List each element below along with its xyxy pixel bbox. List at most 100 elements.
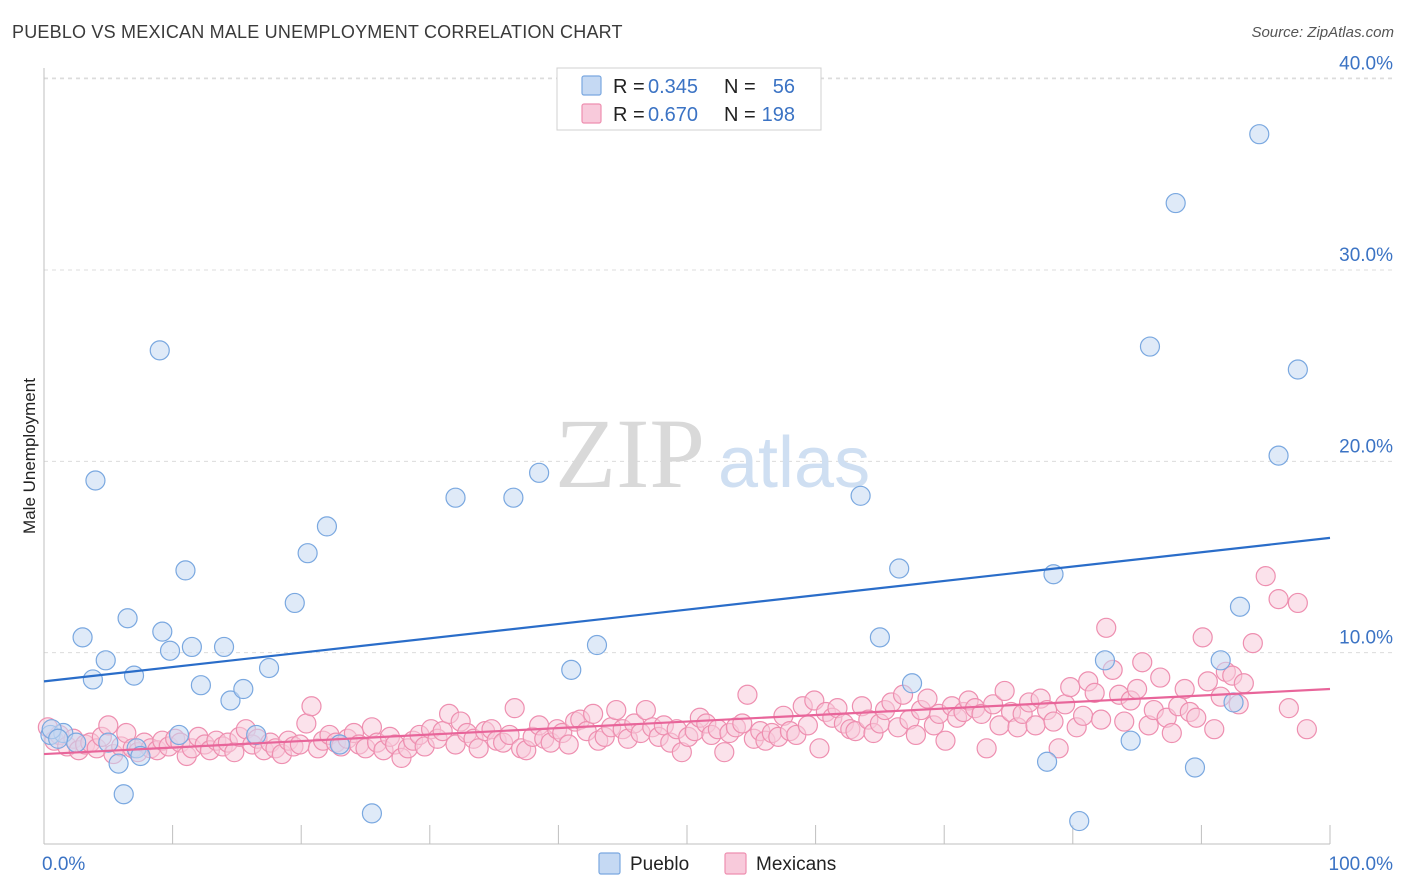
- mexicans-point-158: [982, 694, 1004, 715]
- pueblo-point-19: [181, 636, 202, 658]
- mexicans-point-205: [1287, 592, 1308, 614]
- mexicans-point-171: [1060, 677, 1081, 698]
- mexicans-point-206: [1296, 719, 1317, 740]
- pueblo-point-42: [1069, 810, 1090, 832]
- pueblo-point-21: [213, 636, 235, 658]
- pueblo-point-10: [117, 608, 138, 629]
- pueblo-point-30: [361, 803, 383, 824]
- pueblo-point-39: [901, 673, 923, 694]
- mexicans-point-91: [583, 703, 604, 724]
- pueblo-point-46: [1165, 192, 1186, 214]
- pueblo-point-16: [159, 640, 181, 661]
- mexicans-point-175: [1084, 682, 1105, 703]
- mexicans-point-127: [797, 715, 818, 736]
- mexicans-point-182: [1126, 678, 1148, 700]
- mexicans-trend-line: [43, 687, 1331, 756]
- x-tick-label-max: 100.0%: [1329, 854, 1394, 875]
- gridlines: [44, 77, 1393, 654]
- mexicans-point-169: [1048, 738, 1069, 759]
- pueblo-point-41: [1036, 751, 1058, 772]
- y-tick-label-30: 30.0%: [1339, 245, 1393, 266]
- mexicans-point-195: [1204, 719, 1225, 740]
- y-tick-labels: 10.0% 20.0% 30.0% 40.0%: [1339, 54, 1393, 649]
- pueblo-point-35: [586, 634, 608, 656]
- mexicans-point-188: [1161, 722, 1182, 744]
- pueblo-point-23: [233, 678, 254, 700]
- mexicans-point-176: [1090, 709, 1112, 730]
- bottom-legend-swatch-pueblo: [598, 852, 621, 875]
- mexicans-point-202: [1255, 566, 1276, 587]
- pueblo-point-4: [82, 669, 103, 690]
- pueblo-point-38: [889, 558, 910, 579]
- mexicans-point-147: [917, 688, 938, 709]
- pueblo-point-34: [561, 659, 582, 680]
- pueblo-point-22: [220, 690, 241, 711]
- x-tick-label-min: 0.0%: [42, 854, 85, 875]
- pueblo-point-7: [98, 732, 119, 753]
- legend-n-label-mexicans: N =: [724, 104, 756, 126]
- pueblo-point-52: [1268, 445, 1289, 466]
- x-ticks: [43, 825, 1331, 844]
- pueblo-trend-line: [43, 536, 1331, 683]
- legend-swatch-mexicans: [581, 103, 602, 124]
- pueblo-point-13: [130, 745, 151, 767]
- mexicans-point-192: [1186, 707, 1207, 728]
- pueblo-point-51: [1249, 124, 1270, 145]
- pueblo-point-8: [108, 753, 129, 774]
- mexicans-point-194: [1197, 671, 1218, 692]
- pueblo-points: [40, 124, 1308, 832]
- mexicans-point-10: [98, 715, 119, 736]
- pueblo-point-25: [258, 657, 280, 679]
- pueblo-point-17: [168, 724, 190, 746]
- legend-n-value-mexicans: 198: [762, 104, 795, 126]
- mexicans-point-180: [1114, 711, 1135, 732]
- pueblo-point-53: [1287, 359, 1308, 380]
- pueblo-point-27: [297, 543, 318, 564]
- pueblo-point-15: [152, 621, 173, 642]
- pueblo-point-47: [1184, 757, 1206, 778]
- pueblo-point-26: [284, 592, 305, 614]
- mexicans-point-95: [606, 699, 627, 721]
- mexicans-point-43: [296, 713, 317, 734]
- mexicans-point-42: [289, 734, 311, 755]
- pueblo-point-37: [869, 627, 891, 648]
- bottom-legend-label-mexicans: Mexicans: [756, 854, 836, 875]
- pueblo-point-36: [850, 485, 871, 506]
- mexicans-point-160: [994, 680, 1015, 702]
- mexicans-point-87: [558, 734, 579, 755]
- y-tick-label-40: 40.0%: [1339, 54, 1393, 75]
- y-tick-label-20: 20.0%: [1339, 436, 1393, 457]
- pueblo-point-20: [190, 675, 211, 696]
- pueblo-point-28: [316, 516, 338, 537]
- mexicans-point-113: [714, 742, 735, 763]
- mexicans-point-186: [1150, 667, 1171, 688]
- mexicans-point-78: [504, 698, 525, 719]
- pueblo-point-24: [246, 724, 267, 746]
- pueblo-point-50: [1229, 596, 1251, 617]
- legend-n-label-pueblo: N =: [724, 76, 756, 98]
- y-axis-title: Male Unemployment: [20, 378, 39, 534]
- pueblo-point-5: [85, 470, 106, 491]
- legend-n-value-pueblo: 56: [773, 76, 795, 98]
- mexicans-point-201: [1242, 633, 1263, 654]
- mexicans-point-117: [737, 684, 758, 705]
- pueblo-point-45: [1139, 336, 1161, 357]
- mexicans-point-173: [1072, 705, 1094, 726]
- y-tick-label-10: 10.0%: [1339, 628, 1393, 649]
- pueblo-point-9: [113, 784, 134, 805]
- mexicans-point-183: [1132, 652, 1153, 673]
- legend-r-label-pueblo: R =: [613, 76, 645, 98]
- pueblo-point-48: [1210, 650, 1231, 671]
- pueblo-point-32: [503, 487, 524, 508]
- bottom-legend-label-pueblo: Pueblo: [630, 854, 689, 875]
- legend-r-value-pueblo: 0.345: [648, 76, 698, 98]
- mexicans-point-168: [1043, 711, 1064, 732]
- legend-swatch-pueblo: [581, 75, 602, 96]
- mexicans-point-72: [468, 738, 489, 759]
- mexicans-point-44: [301, 696, 322, 717]
- pueblo-point-14: [149, 340, 170, 361]
- pueblo-point-3: [72, 627, 93, 648]
- chart-title: PUEBLO VS MEXICAN MALE UNEMPLOYMENT CORR…: [12, 22, 623, 42]
- mexicans-point-200: [1233, 673, 1254, 694]
